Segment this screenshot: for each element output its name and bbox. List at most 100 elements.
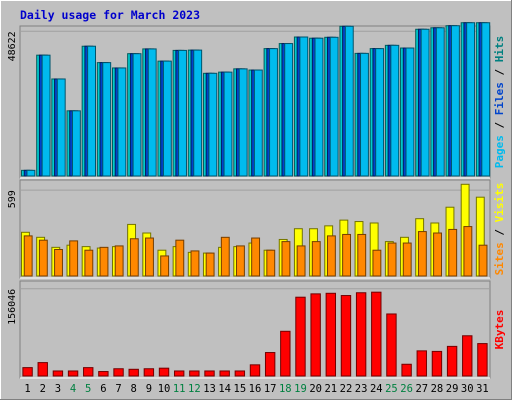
bar-sites-day-6	[99, 246, 109, 277]
bar-sites-day-27	[417, 231, 427, 277]
bar-pages-day-27	[420, 28, 430, 177]
x-tick-day-2: 2	[40, 383, 46, 395]
bar-pages-day-15	[238, 68, 248, 177]
x-tick-day-17: 17	[264, 383, 277, 395]
bar-kbytes-day-27	[416, 350, 427, 377]
x-tick-day-4: 4	[70, 383, 76, 395]
bar-pages-day-13	[208, 72, 218, 177]
x-tick-day-29: 29	[446, 383, 459, 395]
bar-kbytes-day-15	[234, 370, 246, 377]
bar-kbytes-day-23	[355, 292, 367, 377]
bar-sites-day-19	[296, 245, 306, 277]
bar-pages-day-26	[405, 47, 415, 177]
legend-visits: Sites / Visits	[493, 183, 506, 276]
x-tick-day-10: 10	[158, 383, 171, 395]
bar-sites-day-17	[266, 249, 276, 277]
bar-sites-day-2	[38, 239, 48, 277]
bar-sites-day-11	[175, 239, 185, 277]
bar-pages-day-31	[481, 22, 491, 177]
bar-pages-day-11	[178, 49, 187, 177]
bar-pages-day-6	[102, 62, 112, 177]
bar-kbytes-day-26	[401, 363, 412, 377]
bar-sites-day-7	[114, 245, 124, 277]
bar-sites-day-28	[433, 232, 442, 277]
x-tick-day-1: 1	[24, 383, 30, 395]
bar-sites-day-1	[23, 235, 33, 277]
bar-sites-day-16	[251, 237, 261, 277]
x-tick-day-12: 12	[188, 383, 201, 395]
bar-kbytes-day-13	[204, 370, 215, 377]
bar-kbytes-day-18	[280, 330, 291, 377]
bar-kbytes-day-14	[219, 370, 230, 377]
bar-kbytes-day-29	[446, 345, 458, 377]
x-tick-day-24: 24	[370, 383, 383, 395]
bar-pages-day-14	[223, 71, 233, 177]
bar-sites-day-10	[160, 255, 170, 277]
bar-kbytes-day-28	[431, 350, 443, 377]
bar-sites-day-14	[220, 236, 230, 277]
legend-part: Visits	[493, 183, 506, 223]
bar-sites-day-24	[372, 249, 382, 277]
bar-sites-day-23	[357, 233, 367, 277]
x-tick-day-9: 9	[146, 383, 152, 395]
bar-sites-day-3	[54, 248, 63, 277]
bar-kbytes-day-21	[325, 292, 337, 377]
x-tick-day-6: 6	[100, 383, 106, 395]
bar-pages-day-16	[253, 69, 263, 177]
bar-pages-day-10	[162, 60, 172, 177]
bar-pages-day-28	[435, 27, 445, 177]
x-tick-day-27: 27	[415, 383, 428, 395]
bar-kbytes-day-9	[143, 368, 155, 377]
x-tick-day-3: 3	[55, 383, 61, 395]
bar-pages-day-1	[26, 169, 36, 177]
bar-kbytes-day-19	[295, 296, 306, 377]
x-tick-day-19: 19	[294, 383, 307, 395]
bar-sites-day-26	[402, 242, 412, 277]
legend-part: /	[493, 62, 506, 82]
bar-pages-day-3	[56, 78, 66, 177]
chart-panels: 48622 Pages / Files / Hits 599 Sites / Visi…	[7, 22, 506, 379]
x-tick-day-13: 13	[203, 383, 216, 395]
bar-kbytes-day-2	[37, 362, 48, 377]
x-tick-day-31: 31	[476, 383, 489, 395]
bar-pages-day-23	[360, 52, 369, 177]
bar-pages-day-4	[71, 110, 81, 177]
bar-sites-day-12	[190, 250, 200, 277]
bar-kbytes-day-1	[22, 367, 33, 377]
x-tick-day-30: 30	[461, 383, 474, 395]
bar-pages-day-17	[269, 48, 278, 177]
bar-pages-day-29	[450, 25, 460, 177]
bar-pages-day-19	[299, 36, 309, 177]
bar-kbytes-day-16	[249, 364, 261, 377]
bar-kbytes-day-5	[83, 367, 94, 377]
x-tick-day-28: 28	[431, 383, 444, 395]
x-tick-day-14: 14	[218, 383, 231, 395]
panel-visits: 599 Sites / Visits	[7, 179, 506, 279]
legend-hits: Pages / Files / Hits	[493, 36, 506, 169]
scale-label: 48622	[7, 31, 18, 61]
bar-kbytes-day-20	[310, 293, 321, 377]
panel-background	[19, 280, 491, 379]
bar-sites-day-22	[342, 233, 352, 277]
legend-kbytes: KBytes	[493, 310, 506, 350]
chart-title: Daily usage for March 2023	[20, 8, 200, 22]
bar-kbytes-day-11	[173, 370, 185, 377]
bar-kbytes-day-3	[52, 370, 64, 377]
legend-part: /	[493, 222, 506, 242]
bar-kbytes-day-24	[371, 291, 382, 377]
bar-pages-day-30	[466, 22, 476, 177]
bar-sites-day-18	[281, 241, 291, 277]
bar-kbytes-day-7	[113, 368, 124, 377]
legend-part: /	[493, 115, 506, 135]
bar-kbytes-day-17	[264, 352, 276, 377]
panel-hits: 48622 Pages / Files / Hits	[7, 22, 506, 179]
bar-kbytes-day-25	[386, 313, 397, 377]
scale-label: 156046	[7, 289, 18, 325]
x-tick-day-7: 7	[115, 383, 121, 395]
bar-pages-day-2	[41, 54, 51, 177]
legend-part: Sites	[493, 242, 506, 275]
legend-part: Hits	[493, 36, 506, 63]
bar-pages-day-20	[314, 37, 324, 177]
bar-kbytes-day-22	[340, 295, 352, 377]
x-tick-day-23: 23	[355, 383, 368, 395]
